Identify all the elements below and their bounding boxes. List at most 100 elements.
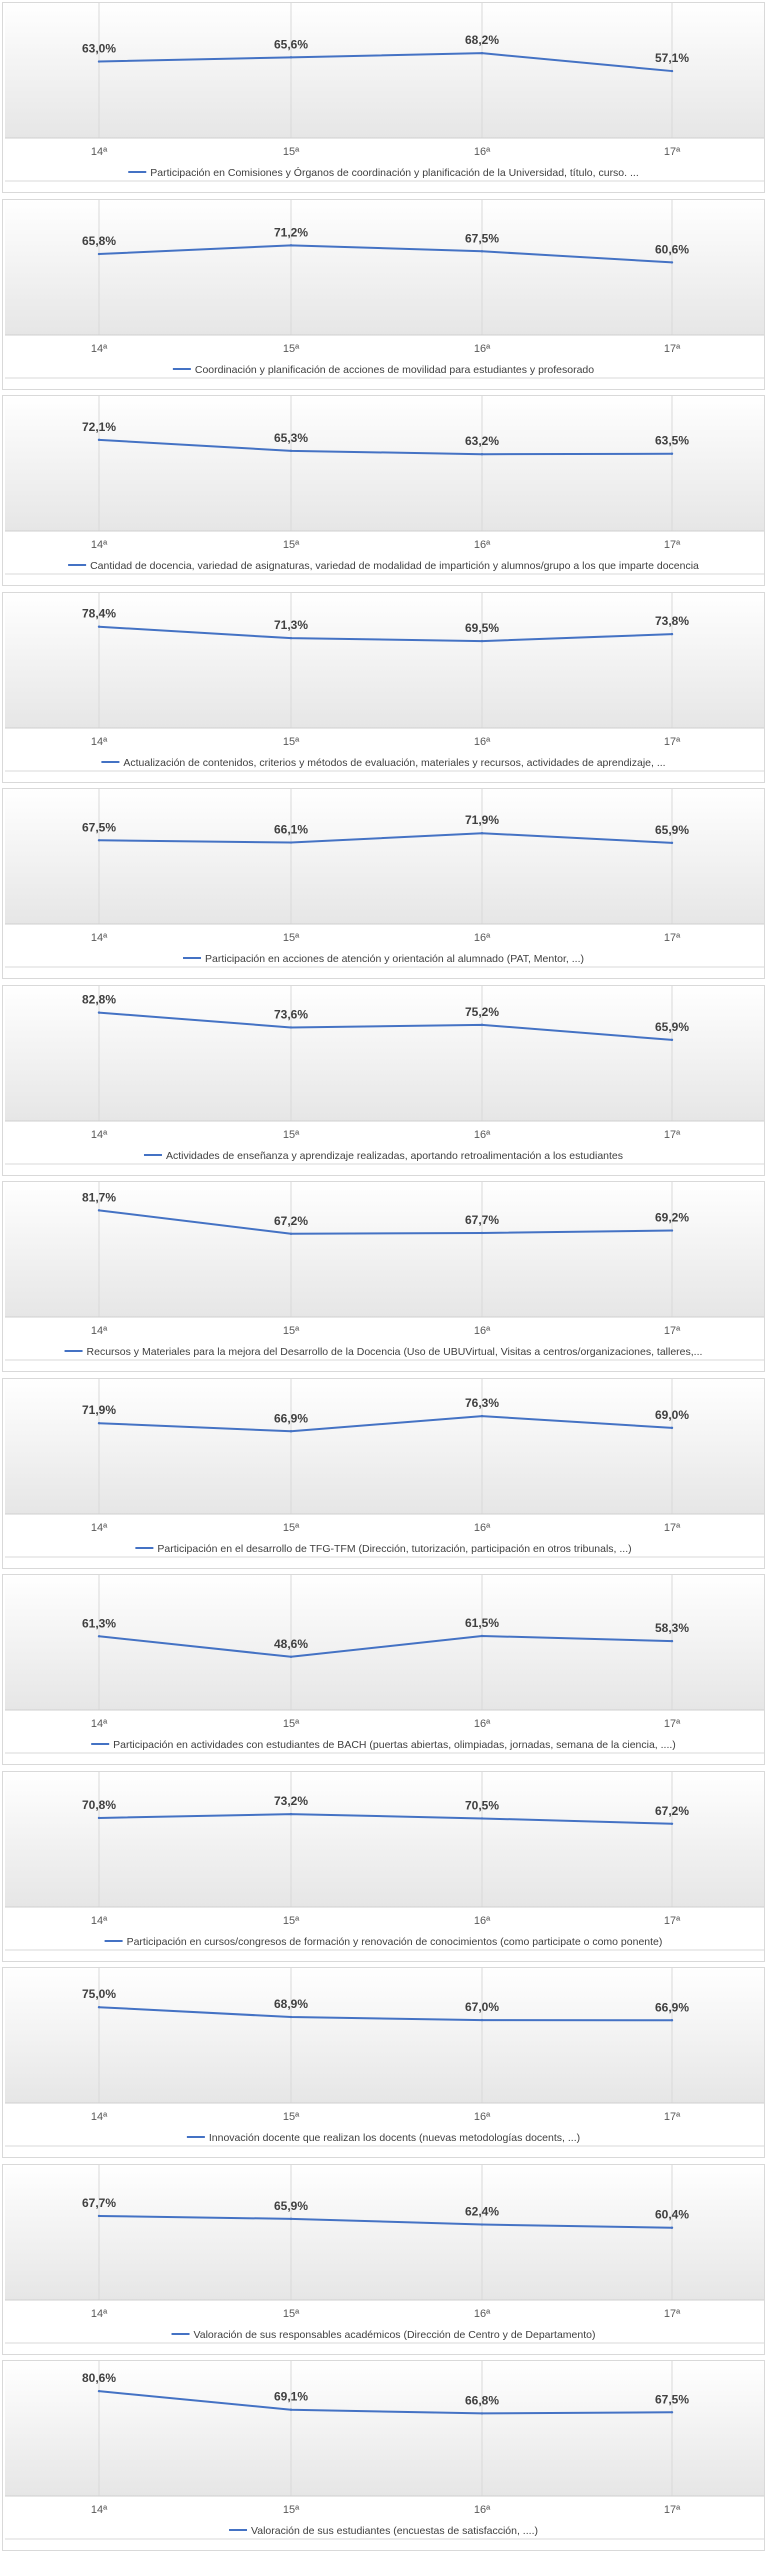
data-label: 66,8% xyxy=(465,2393,499,2407)
data-point xyxy=(480,1023,484,1026)
x-tick-label: 16ª xyxy=(474,2308,491,2320)
plot-area xyxy=(5,985,764,1121)
data-point xyxy=(289,1812,293,1815)
line-chart-10: 70,8% 73,2% 70,5% 67,2% 14ª 15ª 16ª 17ª Particip… xyxy=(2,1770,765,1962)
data-point xyxy=(289,449,293,453)
series-line xyxy=(98,1414,673,1432)
data-point xyxy=(670,632,674,635)
series-line xyxy=(98,1209,673,1235)
data-label: 63,5% xyxy=(655,434,689,448)
data-point xyxy=(480,1634,484,1638)
line-chart-7: 81,7% 67,2% 67,7% 69,2% 14ª 15ª 16ª 17ª Recursos… xyxy=(2,1181,765,1372)
data-point xyxy=(670,2411,674,2414)
chart-svg: 70,8% 73,2% 70,5% 67,2% 14ª 15ª 16ª 17ªParticip… xyxy=(5,1771,764,1950)
x-tick-label: 17ª xyxy=(664,1718,681,1730)
legend: Participación en acciones de atención y … xyxy=(183,953,584,965)
x-tick-label: 14ª xyxy=(91,539,108,551)
data-point xyxy=(480,1816,484,1820)
data-label: 69,1% xyxy=(274,2390,308,2404)
data-label: 65,8% xyxy=(82,234,116,248)
data-point xyxy=(480,2412,484,2415)
data-point xyxy=(289,841,293,844)
data-point xyxy=(289,1025,293,1029)
x-tick-label: 16ª xyxy=(474,1129,491,1141)
data-point xyxy=(670,260,674,264)
x-tick-label: 17ª xyxy=(664,2111,681,2123)
chart-svg: 67,5% 66,1% 71,9% 65,9% 14ª 15ª 16ª 17ª Particip… xyxy=(5,789,764,968)
data-point xyxy=(289,1429,293,1432)
data-label: 67,5% xyxy=(82,820,116,834)
data-point xyxy=(670,1038,674,1041)
x-tick-label: 16ª xyxy=(474,1522,491,1534)
data-label: 68,9% xyxy=(274,1997,308,2011)
series-line xyxy=(98,52,673,73)
data-point xyxy=(97,2214,101,2217)
series-line xyxy=(98,2006,673,2022)
legend-label: Valoración de sus responsables académico… xyxy=(194,2329,596,2341)
data-label: 75,0% xyxy=(82,1987,116,2001)
x-tick-label: 15ª xyxy=(283,932,300,944)
data-label: 66,9% xyxy=(655,2000,689,2014)
x-tick-label: 17ª xyxy=(664,2504,681,2516)
x-tick-label: 15ª xyxy=(283,2308,300,2320)
data-label: 70,5% xyxy=(465,1798,499,1812)
x-tick-label: 16ª xyxy=(474,2504,491,2516)
plot-area xyxy=(5,3,764,138)
legend-label: Actualización de contenidos, criterios y… xyxy=(123,757,665,769)
x-tick-label: 15ª xyxy=(283,1718,300,1730)
x-tick-label: 14ª xyxy=(91,1718,108,1730)
legend: Coordinación y planificación de acciones… xyxy=(172,364,594,376)
x-tick-label: 14ª xyxy=(91,736,108,748)
legend: Participación en el desarrollo de TFG-TF… xyxy=(135,1543,632,1555)
x-tick-label: 15ª xyxy=(283,1325,300,1337)
legend: Valoración de sus estudiantes (encuestas… xyxy=(229,2525,538,2537)
data-label: 61,5% xyxy=(465,1616,499,1630)
data-label: 69,0% xyxy=(655,1407,689,1421)
x-tick-label: 16ª xyxy=(474,343,491,355)
plot-area xyxy=(5,1182,764,1317)
legend: Participación en Comisiones y Órganos de… xyxy=(128,166,639,179)
data-label: 66,1% xyxy=(274,823,308,837)
plot-area xyxy=(5,1968,764,2103)
legend-label: Participación en Comisiones y Órganos de… xyxy=(150,166,639,179)
series-line xyxy=(98,1011,673,1041)
data-point xyxy=(670,69,674,73)
plot-area xyxy=(5,1771,764,1907)
data-label: 67,2% xyxy=(274,1214,308,1228)
data-point xyxy=(289,1232,293,1235)
data-point xyxy=(670,1229,674,1232)
x-tick-label: 14ª xyxy=(91,1129,108,1141)
legend-label: Participación en el desarrollo de TFG-TF… xyxy=(157,1543,631,1555)
chart-svg: 67,7% 65,9% 62,4% 60,4% 14ª 15ª 16ª 17ª Valoraci… xyxy=(5,2164,764,2343)
data-label: 71,3% xyxy=(274,618,308,632)
data-label: 76,3% xyxy=(465,1396,499,1410)
x-tick-label: 14ª xyxy=(91,146,108,158)
data-label: 66,9% xyxy=(274,1411,308,1425)
data-label: 58,3% xyxy=(655,1621,689,1635)
x-tick-label: 15ª xyxy=(283,1915,300,1927)
plot-area xyxy=(5,2164,764,2300)
x-tick-label: 14ª xyxy=(91,1522,108,1534)
x-tick-label: 14ª xyxy=(91,1915,108,1927)
line-chart-1: 63,0% 65,6% 68,2% 57,1% 14ª 15ª 16ª 17ª Particip… xyxy=(2,2,765,193)
data-label: 63,2% xyxy=(465,434,499,448)
data-point xyxy=(97,839,101,842)
plot-area xyxy=(5,789,764,924)
x-tick-label: 17ª xyxy=(664,1915,681,1927)
data-label: 81,7% xyxy=(82,1190,116,1204)
chart-svg: 80,6% 69,1% 66,8% 67,5% 14ª 15ª 16ª 17ª Valoraci… xyxy=(5,2361,764,2540)
x-tick-label: 16ª xyxy=(474,1915,491,1927)
data-point xyxy=(97,2005,101,2009)
chart-svg: 71,9% 66,9% 76,3% 69,0% 14ª 15ª 16ª 17ª Particip… xyxy=(5,1378,764,1557)
x-tick-label: 14ª xyxy=(91,2504,108,2516)
line-chart-3: 72,1% 65,3% 63,2% 63,5% 14ª 15ª 16ª 17ª Cantidad… xyxy=(2,395,765,586)
x-tick-label: 14ª xyxy=(91,343,108,355)
legend-label: Participación en actividades con estudia… xyxy=(113,1739,676,1751)
x-tick-label: 17ª xyxy=(664,146,681,158)
data-label: 65,9% xyxy=(274,2198,308,2212)
x-tick-label: 14ª xyxy=(91,2308,108,2320)
data-point xyxy=(97,1209,101,1212)
data-label: 73,6% xyxy=(274,1007,308,1021)
chart-svg: 65,8% 71,2% 67,5% 60,6% 14ª 15ª 16ª 17ª Coordina… xyxy=(5,199,764,378)
x-tick-label: 15ª xyxy=(283,343,300,355)
